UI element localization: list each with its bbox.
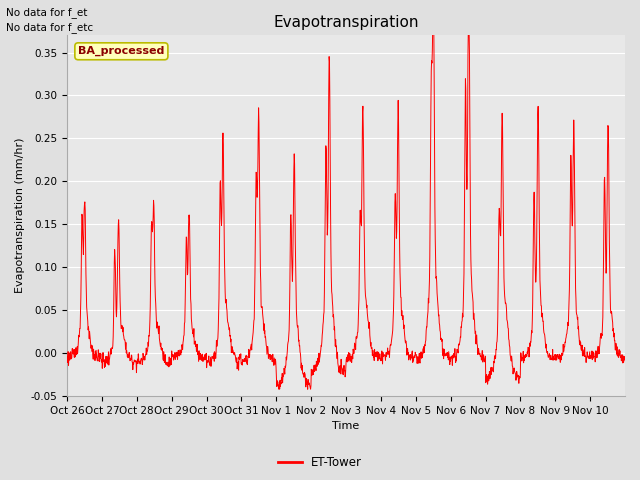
Title: Evapotranspiration: Evapotranspiration [273,15,419,30]
X-axis label: Time: Time [332,421,360,432]
Text: No data for f_etc: No data for f_etc [6,22,93,33]
Text: No data for f_et: No data for f_et [6,7,88,18]
Text: BA_processed: BA_processed [78,46,164,57]
Legend: ET-Tower: ET-Tower [273,452,367,474]
Y-axis label: Evapotranspiration (mm/hr): Evapotranspiration (mm/hr) [15,138,25,293]
